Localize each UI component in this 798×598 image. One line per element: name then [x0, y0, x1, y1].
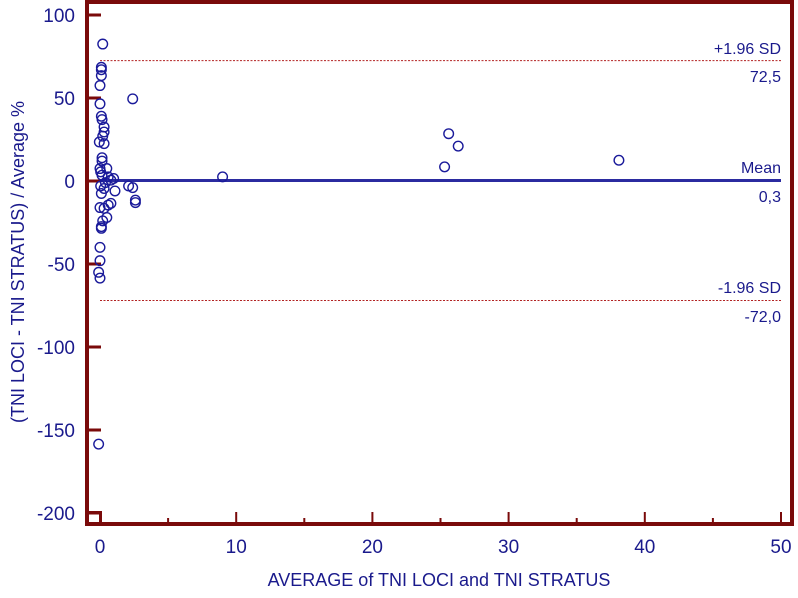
data-point: [127, 182, 139, 194]
data-point: [93, 438, 105, 450]
data-point: [94, 241, 106, 253]
data-point: [109, 185, 121, 197]
upper-limit-value: 72,5: [750, 69, 781, 86]
data-point: [94, 202, 106, 214]
mean-name: Mean: [741, 160, 781, 177]
data-point: [94, 80, 106, 92]
y-axis-title: (TNI LOCI - TNI STRATUS) / Average %: [8, 101, 28, 423]
x-tick-label: 20: [362, 537, 383, 558]
x-tick-label: 10: [226, 537, 247, 558]
plot-frame: [85, 0, 794, 526]
axis-ticks: [86, 13, 782, 525]
data-point: [105, 197, 117, 209]
data-point: [93, 266, 105, 278]
data-point: [96, 152, 108, 164]
x-tick-label: 0: [95, 537, 106, 558]
data-point: [452, 140, 464, 152]
y-tick-label: -100: [37, 338, 75, 359]
lower-limit-value: -72,0: [745, 309, 782, 326]
data-point: [93, 136, 105, 148]
mean-value: 0,3: [759, 189, 781, 206]
x-tick-label: 40: [634, 537, 655, 558]
y-tick-label: -200: [37, 504, 75, 525]
data-point: [217, 171, 229, 183]
x-tick-label: 30: [498, 537, 519, 558]
y-tick-label: 100: [43, 6, 75, 27]
data-point: [105, 174, 117, 186]
data-point: [613, 154, 625, 166]
y-tick-label: -50: [48, 255, 75, 276]
data-point: [97, 130, 109, 142]
y-axis-tick-labels: 100 50 0 -50 -100 -150 -200: [37, 6, 75, 525]
x-axis-tick-labels: 0 10 20 30 40 50: [95, 537, 792, 558]
data-point: [94, 255, 106, 267]
y-tick-label: 0: [64, 172, 75, 193]
lower-limit-name: -1.96 SD: [718, 280, 781, 297]
data-point: [95, 222, 107, 234]
data-point: [97, 215, 109, 227]
x-axis-title: AVERAGE of TNI LOCI and TNI STRATUS: [268, 570, 611, 590]
origin-corner: [86, 511, 102, 525]
data-point: [102, 171, 114, 183]
reference-line-labels: +1.96 SD 72,5 Mean 0,3 -1.96 SD -72,0: [714, 41, 781, 326]
data-point: [102, 199, 114, 211]
data-point: [94, 272, 106, 284]
data-point: [129, 197, 141, 209]
data-point: [101, 163, 113, 175]
data-point: [95, 180, 107, 192]
upper-limit-name: +1.96 SD: [714, 41, 781, 58]
data-point: [439, 161, 451, 173]
x-tick-label: 50: [770, 537, 791, 558]
data-point: [94, 98, 106, 110]
data-point: [95, 64, 107, 76]
reference-lines: [100, 60, 781, 302]
data-point: [96, 114, 108, 126]
data-point: [443, 128, 455, 140]
y-tick-label: 50: [54, 89, 75, 110]
data-point: [97, 38, 109, 50]
y-tick-label: -150: [37, 421, 75, 442]
data-point: [127, 93, 139, 105]
data-points: [93, 38, 625, 450]
data-point: [98, 138, 110, 150]
data-point: [95, 187, 107, 199]
